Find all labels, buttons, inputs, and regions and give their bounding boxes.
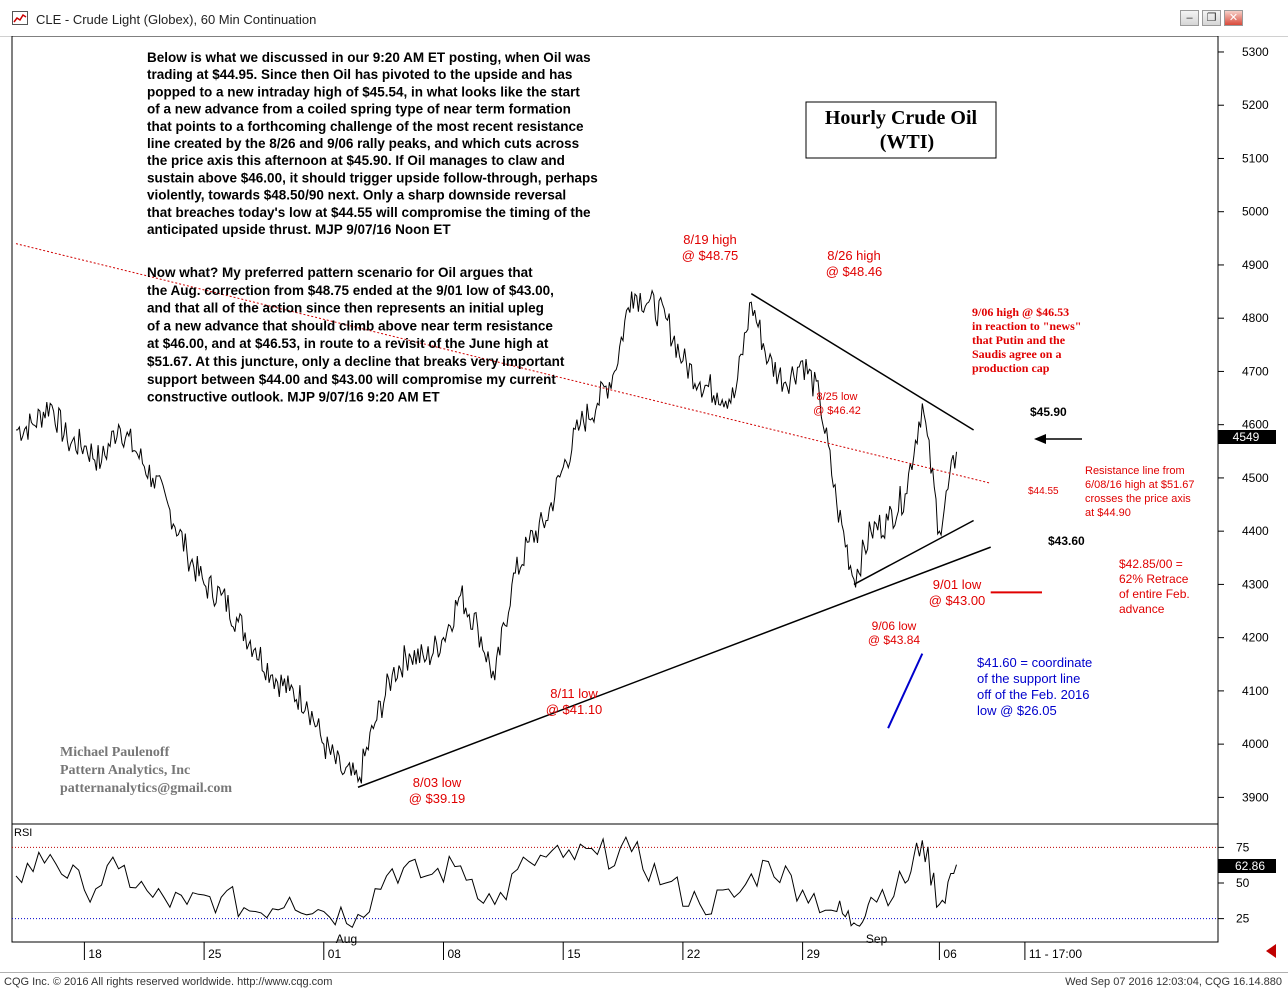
commentary-morning: Now what? My preferred pattern scenario … [147, 265, 565, 405]
scroll-right-icon[interactable] [1266, 944, 1276, 958]
time-tick-label: 25 [208, 947, 222, 961]
price-tick-label: 4200 [1242, 631, 1269, 645]
level-4590-label: $45.90 [1030, 405, 1067, 419]
time-tick-label: 08 [448, 947, 462, 961]
author-credit: Michael Paulenoff Pattern Analytics, Inc p… [60, 745, 232, 796]
price-tick-label: 5200 [1242, 98, 1269, 112]
svg-text:4549: 4549 [1233, 430, 1260, 444]
price-panel-frame [11, 36, 1219, 825]
chart-app-icon [12, 11, 28, 25]
price-axis: 5300 5200 5100 5000 4900 4800 4700 4600 4500 4400… [1218, 45, 1269, 804]
copyright-text: CQG Inc. © 2016 All rights reserved worl… [4, 976, 333, 988]
rsi-panel-frame [11, 823, 1219, 943]
annotation-906-low: 9/06 low @ $43.84 [868, 619, 921, 647]
annotation-906-news: 9/06 high @ $46.53 in reaction to "news" t… [972, 305, 1081, 375]
level-4455-label: $44.55 [1028, 486, 1059, 497]
minimize-button[interactable]: – [1180, 10, 1199, 26]
commentary-noon-text: Below is what we discussed in our 9:20 A… [147, 50, 598, 237]
rsi-tick-label: 25 [1236, 912, 1250, 926]
time-tick-label: 29 [807, 947, 821, 961]
annotation-retrace-note: $42.85/00 = 62% Retrace of entire Feb. adva… [1119, 557, 1190, 616]
coordinate-line [887, 653, 924, 729]
timestamp-text: Wed Sep 07 2016 12:03:04, CQG 16.14.880 [1065, 976, 1282, 988]
time-axis: 18 25 01 08 15 22 29 06 11 - 17:00 Aug Sep [83, 932, 1082, 961]
price-tick-label: 4900 [1242, 258, 1269, 272]
time-tick-label: 01 [328, 947, 342, 961]
annotation-coordinate-note: $41.60 = coordinate of the support line of… [977, 655, 1092, 718]
month-label: Sep [866, 932, 888, 946]
price-tick-label: 4500 [1242, 471, 1269, 485]
rsi-line [15, 835, 957, 929]
time-tick-label: 06 [943, 947, 957, 961]
rsi-axis: 75 50 25 [1218, 840, 1250, 926]
time-tick-label: 11 - 17:00 [1029, 947, 1082, 961]
window-title: CLE - Crude Light (Globex), 60 Min Conti… [36, 12, 317, 27]
close-icon: ✕ [1228, 12, 1239, 24]
rsi-last-tag: 62.86 [1218, 859, 1276, 873]
close-button[interactable]: ✕ [1224, 10, 1243, 26]
price-chart[interactable]: 5300 5200 5100 5000 4900 4800 4700 4600 4500 4400… [0, 36, 1288, 972]
chart-title: Hourly Crude Oil [825, 107, 978, 129]
status-bar: CQG Inc. © 2016 All rights reserved worl… [0, 972, 1288, 991]
price-tick-label: 4700 [1242, 364, 1269, 378]
rsi-tick-label: 75 [1236, 840, 1250, 854]
level-4360-label: $43.60 [1048, 534, 1085, 548]
chart-subtitle: (WTI) [880, 131, 934, 153]
price-tick-label: 4600 [1242, 418, 1269, 432]
resistance-line [750, 293, 974, 431]
commentary-morning-text: Now what? My preferred pattern scenario … [147, 265, 565, 405]
restore-icon: ❐ [1206, 12, 1217, 24]
price-tick-label: 5000 [1242, 205, 1269, 219]
chart-title-box: Hourly Crude Oil (WTI) [805, 101, 997, 159]
long-resistance-line [15, 243, 991, 484]
svg-text:62.86: 62.86 [1235, 859, 1265, 873]
rsi-tick-label: 50 [1236, 876, 1250, 890]
minimize-icon: – [1186, 12, 1193, 24]
support-line [357, 546, 991, 788]
time-tick-label: 22 [687, 947, 701, 961]
price-tick-label: 4300 [1242, 577, 1269, 591]
annotation-826-high: 8/26 high @ $48.46 [826, 248, 883, 279]
arrow-icon [1034, 434, 1082, 444]
price-tick-label: 4400 [1242, 524, 1269, 538]
price-tick-label: 4100 [1242, 684, 1269, 698]
annotation-825-low: 8/25 low @ $46.42 [813, 391, 861, 417]
annotation-819-high: 8/19 high @ $48.75 [682, 232, 739, 263]
time-tick-label: 15 [567, 947, 581, 961]
price-tick-label: 5100 [1242, 151, 1269, 165]
near-support-line [853, 519, 974, 586]
price-tick-label: 3900 [1242, 790, 1269, 804]
rsi-label: RSI [14, 827, 32, 839]
price-tick-label: 5300 [1242, 45, 1269, 59]
commentary-noon: Below is what we discussed in our 9:20 A… [147, 50, 598, 237]
annotation-901-low: 9/01 low @ $43.00 [929, 577, 986, 608]
restore-button[interactable]: ❐ [1202, 10, 1221, 26]
annotation-811-low: 8/11 low @ $41.10 [546, 686, 603, 717]
title-bar: CLE - Crude Light (Globex), 60 Min Conti… [0, 0, 1288, 37]
price-line [15, 288, 957, 784]
price-tick-label: 4800 [1242, 311, 1269, 325]
annotation-803-low: 8/03 low @ $39.19 [409, 775, 466, 806]
annotation-resistance-note: Resistance line from 6/08/16 high at $51.… [1085, 465, 1194, 519]
last-price-tag: 4549 [1218, 430, 1276, 444]
month-label: Aug [336, 932, 357, 946]
time-tick-label: 18 [88, 947, 102, 961]
price-tick-label: 4000 [1242, 737, 1269, 751]
